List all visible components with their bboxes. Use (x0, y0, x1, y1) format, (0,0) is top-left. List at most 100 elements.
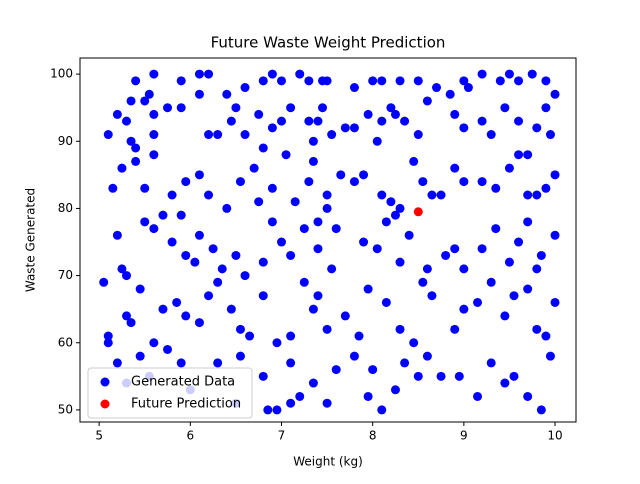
data-point (213, 358, 223, 368)
data-point (235, 351, 245, 361)
data-point (340, 123, 350, 133)
data-point (504, 69, 514, 79)
data-point (459, 304, 469, 314)
data-point (532, 264, 542, 274)
data-point (149, 109, 159, 119)
legend-box (87, 367, 253, 419)
data-point (550, 297, 560, 307)
data-point (450, 163, 460, 173)
data-point (550, 170, 560, 180)
data-point (140, 96, 150, 106)
data-point (304, 177, 314, 187)
data-point (245, 331, 255, 341)
data-point (194, 89, 204, 99)
data-point (217, 264, 227, 274)
y-tick-label: 50 (58, 402, 73, 416)
data-point (258, 76, 268, 86)
data-point (532, 123, 542, 133)
data-point (500, 311, 510, 321)
data-point (413, 130, 423, 140)
data-point (235, 177, 245, 187)
data-point (322, 76, 332, 86)
data-point (550, 89, 560, 99)
data-point (103, 331, 113, 341)
data-point (290, 197, 300, 207)
data-point (322, 398, 332, 408)
data-point (286, 331, 296, 341)
data-point (286, 358, 296, 368)
data-point (194, 69, 204, 79)
data-point (495, 76, 505, 86)
data-point (313, 217, 323, 227)
data-point (504, 257, 514, 267)
data-point (231, 103, 241, 113)
data-point (514, 237, 524, 247)
data-point (327, 130, 337, 140)
data-point (249, 163, 259, 173)
data-point (395, 257, 405, 267)
data-point (131, 143, 141, 153)
legend-label: Generated Data (131, 375, 235, 390)
legend-marker (100, 399, 110, 409)
data-point (486, 277, 496, 287)
data-point (395, 76, 405, 86)
data-point (286, 103, 296, 113)
data-point (112, 230, 122, 240)
data-point (117, 163, 127, 173)
data-point (176, 103, 186, 113)
data-point (514, 116, 524, 126)
data-point (395, 203, 405, 213)
data-point (172, 297, 182, 307)
data-point (486, 358, 496, 368)
data-point (377, 190, 387, 200)
data-point (122, 116, 131, 126)
data-point (322, 324, 332, 334)
data-point (267, 183, 277, 193)
data-point (158, 304, 168, 314)
data-point (386, 197, 396, 207)
data-point (386, 103, 396, 113)
data-point (295, 391, 305, 401)
data-point (149, 150, 159, 160)
data-point (108, 183, 118, 193)
data-point (523, 391, 533, 401)
data-point (432, 83, 441, 93)
data-point (427, 190, 437, 200)
data-point (368, 365, 378, 375)
data-point (395, 324, 405, 334)
data-point (258, 371, 268, 381)
data-point (514, 150, 524, 160)
data-point (349, 123, 359, 133)
data-point (331, 365, 341, 375)
data-point (140, 183, 150, 193)
data-point (194, 230, 204, 240)
data-point (167, 237, 177, 247)
data-point (336, 170, 346, 180)
data-point (491, 183, 501, 193)
data-point (308, 156, 318, 166)
data-point (140, 217, 150, 227)
data-point (441, 250, 451, 260)
data-point (231, 250, 241, 260)
data-point (131, 156, 141, 166)
data-point (267, 217, 277, 227)
data-point (163, 344, 173, 354)
data-point (313, 244, 323, 254)
data-point (418, 177, 428, 187)
data-point (409, 156, 419, 166)
data-point (413, 76, 423, 86)
data-point (390, 385, 400, 395)
data-point (418, 277, 428, 287)
data-point (327, 264, 337, 274)
data-point (158, 210, 168, 220)
data-point (194, 170, 204, 180)
data-point (308, 378, 318, 388)
data-point (504, 163, 514, 173)
data-point (390, 109, 400, 119)
data-point (541, 103, 551, 113)
data-point (377, 116, 387, 126)
x-tick-label: 7 (278, 429, 286, 443)
data-point (459, 123, 469, 133)
data-point (176, 210, 186, 220)
